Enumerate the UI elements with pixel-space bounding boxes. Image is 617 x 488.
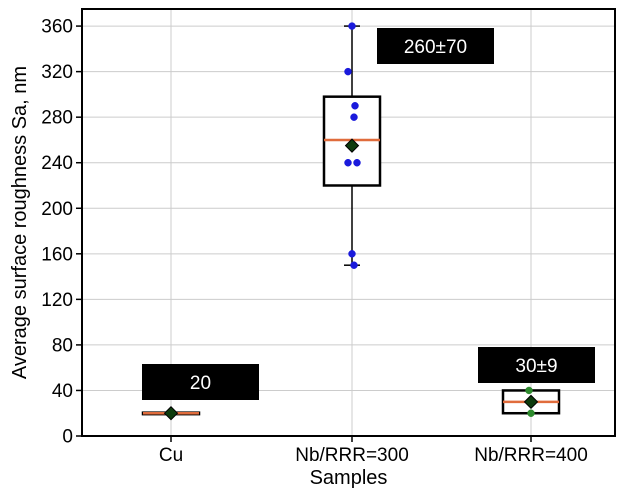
- data-point: [344, 158, 352, 167]
- y-tick-label: 280: [41, 108, 73, 129]
- plot-frame: [81, 8, 616, 437]
- x-tick-label: Nb/RRR=400: [474, 445, 588, 466]
- annotation-box: [377, 28, 494, 64]
- data-point: [348, 22, 356, 30]
- axis-ticks: 0 40 80 120 160 200 240 280 320 360 Cu Nb/RRR=300 Nb…: [41, 17, 587, 466]
- x-axis-title: Samples: [310, 467, 388, 488]
- mean-marker: [344, 138, 360, 153]
- plot-data: [141, 22, 561, 421]
- data-point: [525, 386, 533, 395]
- y-tick-label: 200: [41, 199, 73, 220]
- annotations: 20 260±70 30±9: [142, 28, 595, 400]
- annotation-box: [478, 347, 595, 383]
- annotation-label: 30±9: [515, 356, 557, 377]
- mean-marker: [163, 406, 179, 421]
- y-tick-label: 120: [41, 290, 73, 311]
- data-point: [527, 409, 535, 417]
- data-point: [351, 102, 359, 110]
- y-tick-label: 160: [41, 244, 73, 265]
- y-tick-label: 40: [52, 381, 73, 402]
- x-tick-label: Cu: [159, 445, 183, 466]
- data-point: [353, 158, 361, 167]
- annotation-label: 20: [190, 373, 211, 394]
- x-tick-label: Nb/RRR=300: [295, 445, 409, 466]
- data-point: [350, 113, 358, 121]
- y-tick-label: 240: [41, 153, 73, 174]
- box-group: [141, 406, 201, 421]
- y-tick-label: 360: [41, 17, 73, 38]
- y-axis-title: Average surface roughness Sa, nm: [9, 66, 31, 379]
- mean-marker: [523, 394, 539, 410]
- box-group: [501, 386, 561, 417]
- data-point: [348, 250, 356, 258]
- data-point: [344, 67, 352, 76]
- y-tick-label: 80: [52, 335, 73, 356]
- box-group: [322, 22, 382, 269]
- annotation-label: 260±70: [404, 37, 467, 58]
- annotation-box: [142, 364, 259, 400]
- y-tick-label: 320: [41, 62, 73, 83]
- data-point: [350, 261, 358, 269]
- y-tick-label: 0: [62, 427, 73, 448]
